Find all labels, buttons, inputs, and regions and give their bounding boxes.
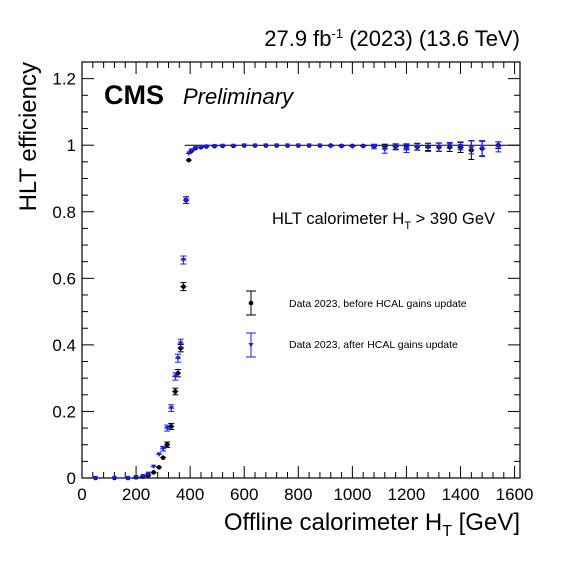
data-point <box>230 143 236 149</box>
data-point <box>164 426 170 431</box>
series-after <box>92 140 502 481</box>
data-point <box>349 144 355 150</box>
data-point <box>186 151 192 157</box>
x-tick-label: 1400 <box>442 485 480 504</box>
data-point <box>220 143 226 149</box>
data-point <box>295 143 301 149</box>
data-point <box>160 455 166 460</box>
cms-label: CMS <box>104 80 164 110</box>
x-tick-label: 200 <box>122 485 150 504</box>
data-point <box>151 470 156 475</box>
data-point <box>425 145 431 151</box>
data-point <box>198 144 204 150</box>
data-point <box>156 465 162 470</box>
y-tick-label: 0.2 <box>52 402 76 421</box>
legend: Data 2023, before HCAL gains update Data… <box>246 290 467 358</box>
series-before <box>92 140 502 481</box>
data-point <box>111 476 117 481</box>
data-point <box>193 145 199 151</box>
data-point <box>211 144 217 149</box>
data-point <box>274 143 280 149</box>
data-point <box>181 284 186 289</box>
data-point <box>414 144 420 150</box>
legend-entry-after: Data 2023, after HCAL gains update <box>246 332 458 358</box>
legend-label-after: Data 2023, after HCAL gains update <box>289 339 458 351</box>
x-tick-label: 600 <box>230 485 258 504</box>
preliminary-label: Preliminary <box>183 84 295 109</box>
data-point <box>189 148 194 153</box>
data-point <box>156 452 162 457</box>
selection-label: HLT calorimeter HT > 390 GeV <box>272 210 495 232</box>
plot-frame <box>81 61 521 479</box>
data-point <box>479 146 485 152</box>
x-tick-label: 0 <box>77 485 86 504</box>
x-tick-label: 1600 <box>496 485 534 504</box>
y-axis-title: HLT efficiency <box>15 62 42 211</box>
data-point <box>241 143 247 149</box>
legend-marker-after <box>248 343 254 348</box>
y-tick-label: 1 <box>67 136 76 155</box>
x-tick-label: 1200 <box>388 485 426 504</box>
y-tick-label: 0.4 <box>52 336 76 355</box>
data-point <box>183 198 189 203</box>
data-point <box>160 446 166 452</box>
data-point <box>178 341 184 346</box>
data-point <box>339 144 345 149</box>
data-point <box>252 143 258 149</box>
data-point <box>140 474 146 479</box>
data-point <box>403 146 409 152</box>
x-tick-label: 800 <box>284 485 312 504</box>
data-point <box>133 475 139 480</box>
y-tick-label: 1.2 <box>52 70 76 89</box>
legend-label-before: Data 2023, before HCAL gains update <box>289 298 467 310</box>
data-point <box>172 374 178 379</box>
axis-ticks: 0 200 400 600 800 1000 1200 1400 1600 0 0.2 0.4 0.6 0… <box>52 62 534 504</box>
lumi-header: 27.9 fb-1 (2023) (13.6 TeV) <box>264 26 520 51</box>
data-point <box>186 157 192 163</box>
data-point <box>151 464 157 470</box>
data-point <box>172 389 178 394</box>
data-point <box>317 143 323 149</box>
x-tick-label: 1000 <box>333 485 371 504</box>
data-point <box>328 144 334 149</box>
y-tick-label: 0 <box>67 469 76 488</box>
x-axis-title: Offline calorimeter HT [GeV] <box>224 509 520 540</box>
data-point <box>495 144 501 150</box>
data-point <box>393 144 399 150</box>
data-point <box>263 143 269 149</box>
data-point <box>175 356 181 361</box>
data-point <box>382 147 388 152</box>
y-tick-label: 0.6 <box>52 269 76 288</box>
data-point <box>468 145 474 150</box>
y-tick-label: 0.8 <box>52 203 76 222</box>
data-point <box>360 144 366 149</box>
data-point <box>93 476 99 481</box>
legend-entry-before: Data 2023, before HCAL gains update <box>246 290 467 316</box>
data-point <box>306 143 312 149</box>
data-point <box>125 476 131 481</box>
data-point <box>203 144 209 150</box>
data-point <box>458 143 464 149</box>
data-point <box>371 144 377 150</box>
data-point <box>284 143 290 149</box>
data-point <box>164 442 170 448</box>
data-point <box>436 145 442 150</box>
x-tick-label: 400 <box>176 485 204 504</box>
data-point <box>168 406 174 411</box>
data-point <box>180 258 186 263</box>
data-point <box>145 471 151 477</box>
data-point <box>447 143 453 148</box>
legend-marker-before <box>248 300 254 306</box>
series-layer <box>92 140 502 481</box>
